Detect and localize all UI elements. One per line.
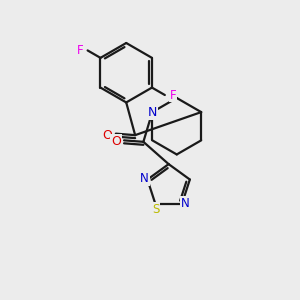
Text: N: N (148, 106, 157, 118)
Text: O: O (111, 135, 121, 148)
Text: O: O (103, 129, 112, 142)
Text: N: N (140, 172, 149, 185)
Text: F: F (169, 88, 176, 101)
Text: S: S (152, 203, 159, 216)
Text: N: N (181, 197, 190, 210)
Text: F: F (77, 44, 83, 57)
